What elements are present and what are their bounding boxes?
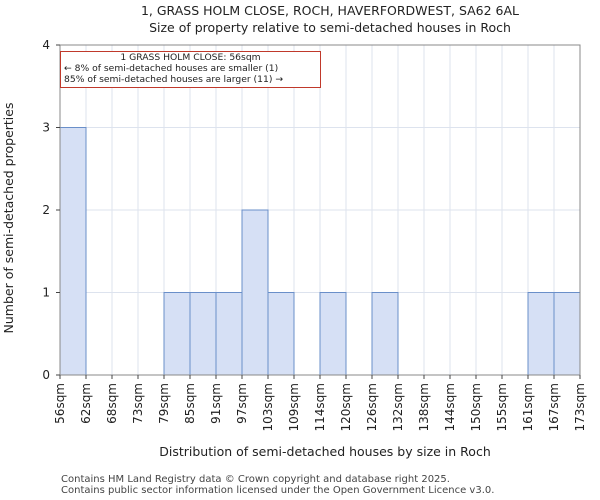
bar [527,292,555,376]
x-tick-label: 85sqm [183,383,197,424]
x-tick-label: 144sqm [443,383,457,431]
x-tick-label: 161sqm [521,383,535,431]
bar [59,127,87,376]
y-tick-label: 0 [42,368,50,382]
footer-line-1: Contains HM Land Registry data © Crown c… [61,474,450,485]
x-tick-label: 79sqm [157,383,171,424]
chart-title: 1, GRASS HOLM CLOSE, ROCH, HAVERFORDWEST… [141,3,519,18]
x-tick-label: 91sqm [209,383,223,424]
x-tick-label: 103sqm [261,383,275,431]
x-axis-label: Distribution of semi-detached houses by … [159,444,491,459]
bar [371,292,399,376]
annotation-line-3: 85% of semi-detached houses are larger (… [64,73,284,85]
x-tick-label: 150sqm [469,383,483,431]
bar [215,292,243,376]
bar [241,209,269,376]
y-tick-label: 2 [42,203,50,217]
x-tick-label: 56sqm [53,383,67,424]
y-axis-label: Number of semi-detached properties [1,103,16,334]
x-tick-label: 138sqm [417,383,431,431]
y-tick-label: 3 [42,121,50,135]
annotation-line-1: 1 GRASS HOLM CLOSE: 56sqm [120,52,261,63]
x-tick-label: 120sqm [339,383,353,431]
bar [319,292,347,376]
x-tick-label: 109sqm [287,383,301,431]
annotation-line-2: ← 8% of semi-detached houses are smaller… [64,62,279,74]
bar [267,292,295,376]
x-tick-label: 62sqm [79,383,93,424]
x-tick-labels: 56sqm 62sqm 68sqm 73sqm 79sqm 85sqm 91sqm 97sqm… [53,383,587,431]
x-tick-label: 68sqm [105,383,119,424]
bar [189,292,217,376]
footer-line-2: Contains public sector information licen… [61,485,495,496]
x-tick-label: 73sqm [131,383,145,424]
x-tick-label: 132sqm [391,383,405,431]
y-tick-label: 4 [42,38,50,52]
x-tick-label: 97sqm [235,383,249,424]
y-tick-label: 1 [42,286,50,300]
x-tick-label: 173sqm [573,383,587,431]
bars [59,127,581,376]
x-tick-label: 114sqm [313,383,327,431]
chart-subtitle: Size of property relative to semi-detach… [149,20,511,35]
bar [163,292,191,376]
bar [553,292,581,376]
x-tick-label: 167sqm [547,383,561,431]
axes [56,44,581,379]
y-tick-labels: 0 1 2 3 4 [42,38,50,382]
annotation-box: 1 GRASS HOLM CLOSE: 56sqm ← 8% of semi-d… [60,51,321,88]
x-tick-label: 126sqm [365,383,379,431]
x-tick-label: 155sqm [495,383,509,431]
